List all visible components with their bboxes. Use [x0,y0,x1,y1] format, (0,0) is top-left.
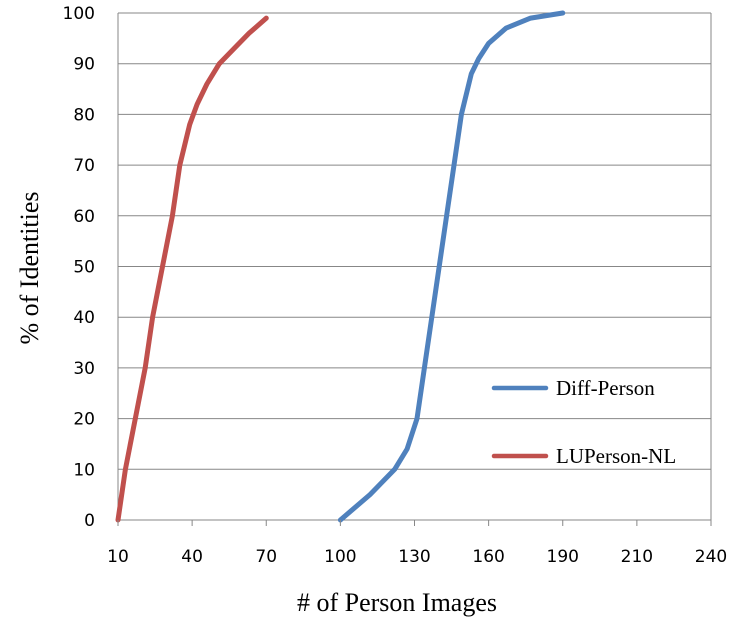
y-tick-label: 30 [73,359,95,379]
x-tick-label: 100 [324,547,356,567]
x-tick-label: 160 [472,547,504,567]
grid-lines [117,12,712,521]
x-tick-label: 190 [547,547,579,567]
legend-label-luperson-nl: LUPerson-NL [556,444,676,468]
y-tick-labels: 0 10 20 30 40 50 60 70 80 90 100 [63,4,95,531]
x-tick-labels: 10 40 70 100 130 160 190 210 240 [107,520,727,567]
legend-label-diff-person: Diff-Person [556,376,655,400]
y-tick-label: 40 [73,308,95,328]
legend: Diff-Person LUPerson-NL [491,376,676,468]
y-tick-label: 80 [73,105,95,125]
y-tick-label: 50 [73,258,95,278]
series-line-diff-person [337,10,566,523]
x-tick-label: 210 [621,547,653,567]
y-tick-label: 0 [84,511,95,531]
x-tick-label: 40 [181,547,203,567]
x-tick-label: 240 [695,547,727,567]
series-lines [115,10,566,523]
y-axis-title: % of Identities [15,191,44,344]
x-tick-label: 70 [255,547,277,567]
y-tick-label: 70 [73,156,95,176]
y-tick-label: 60 [73,207,95,227]
x-tick-label: 10 [107,547,129,567]
y-tick-label: 10 [73,460,95,480]
x-axis-title: # of Person Images [297,588,497,617]
series-line-luperson-nl [115,15,269,523]
x-tick-label: 130 [398,547,430,567]
y-tick-label: 90 [73,55,95,75]
y-tick-label: 20 [73,410,95,430]
y-tick-label: 100 [63,4,95,24]
